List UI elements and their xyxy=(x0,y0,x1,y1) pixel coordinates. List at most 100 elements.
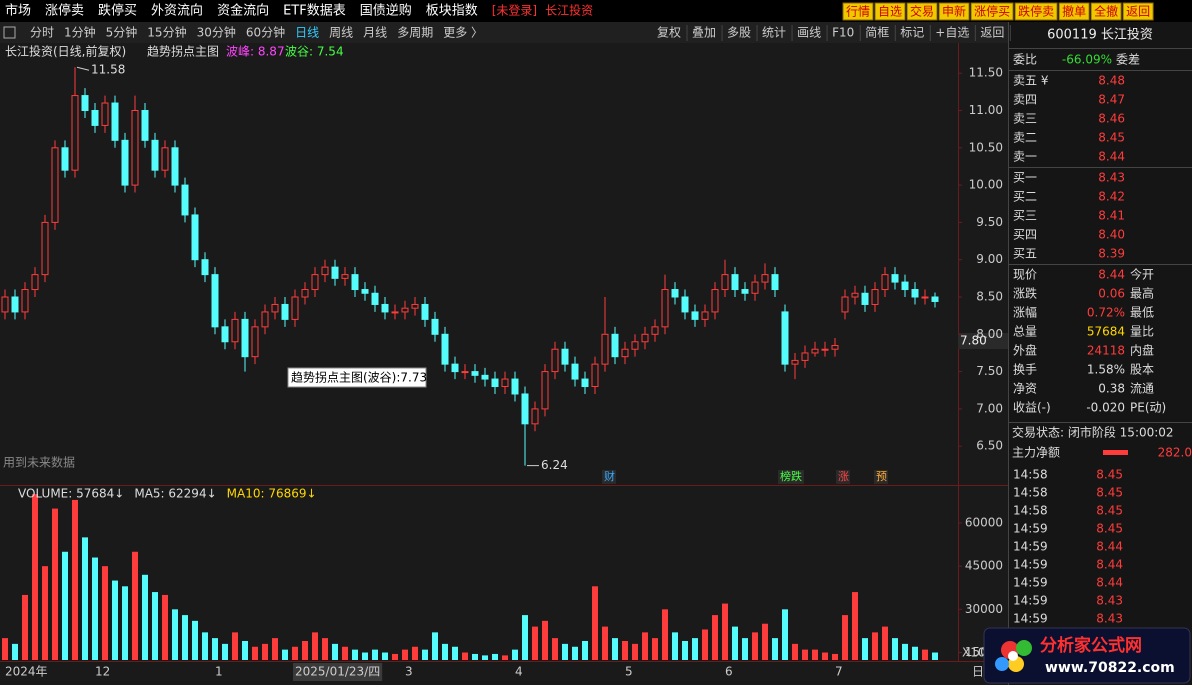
volume-bar xyxy=(782,609,788,660)
candle-body xyxy=(221,326,229,343)
volume-bar xyxy=(462,652,468,660)
period-button[interactable]: 1分钟 xyxy=(64,25,96,40)
menu-button[interactable] xyxy=(906,2,938,21)
menu-button-label[interactable]: 交易 xyxy=(910,4,934,19)
menu-button[interactable] xyxy=(1090,2,1122,21)
menu-item[interactable]: 资金流向 xyxy=(217,3,269,19)
tool-button[interactable]: 统计 xyxy=(762,26,786,40)
period-button[interactable]: 更多 〉 xyxy=(443,26,483,40)
menu-button-label[interactable]: 全撤 xyxy=(1094,4,1118,19)
candle-body xyxy=(681,296,689,313)
y-tick-label: 60000 xyxy=(965,515,1003,529)
trade-time: 14:58 xyxy=(1013,468,1048,482)
candle-body xyxy=(171,147,179,186)
menu-button[interactable] xyxy=(1122,2,1154,21)
menu-item[interactable]: ETF数据表 xyxy=(283,4,346,19)
trade-status: 交易状态: 闭市阶段 15:00:02 xyxy=(1012,425,1174,440)
period-button[interactable]: 周线 xyxy=(329,26,353,40)
menu-item[interactable]: 国债逆购 xyxy=(360,3,412,19)
tool-button[interactable]: 复权 xyxy=(657,26,681,40)
menu-button[interactable] xyxy=(938,2,970,21)
volume-bar xyxy=(752,632,758,660)
volume-bar xyxy=(62,551,68,660)
period-button[interactable]: 15分钟 xyxy=(147,25,186,40)
menu-button-label[interactable]: 撤单 xyxy=(1062,4,1086,19)
period-button[interactable]: 30分钟 xyxy=(197,25,236,40)
menu-item[interactable]: 外资流向 xyxy=(151,3,203,19)
toolbar xyxy=(0,22,1008,43)
note: 用到未来数据 xyxy=(3,455,75,470)
volume-bar xyxy=(892,638,898,660)
period-button[interactable]: 多周期 xyxy=(397,26,433,40)
bid-label: 买三 xyxy=(1013,209,1037,223)
label: 委比 xyxy=(1013,53,1037,67)
candle-body xyxy=(851,292,859,298)
period-button[interactable]: 60分钟 xyxy=(246,25,285,40)
tool-button[interactable]: F10 xyxy=(832,26,854,40)
tool-button[interactable]: 返回 xyxy=(980,26,1004,40)
net-bar xyxy=(1103,450,1128,455)
volume-bar xyxy=(262,643,268,660)
tool-button[interactable]: 画线 xyxy=(797,26,821,40)
period-tab[interactable]: 日 xyxy=(972,665,984,679)
tool-button[interactable]: 标记 xyxy=(900,26,924,40)
candle-body xyxy=(621,348,629,358)
volume-bar xyxy=(132,551,138,660)
volume-bar xyxy=(172,609,178,660)
menu-item[interactable]: 板块指数 xyxy=(426,4,478,19)
menu-button-label[interactable]: 涨停买 xyxy=(974,4,1010,19)
menu-button-label[interactable]: 返回 xyxy=(1126,5,1150,19)
menu-item[interactable]: 涨停卖 xyxy=(45,3,84,19)
menu-button-label[interactable]: 申新 xyxy=(942,4,966,19)
volume-bar xyxy=(832,653,838,660)
candle-body xyxy=(441,333,449,365)
volume-bar xyxy=(332,643,338,660)
ask-price: 8.45 xyxy=(1098,131,1125,145)
volume-bar xyxy=(92,557,98,660)
candle-body xyxy=(341,274,349,279)
peak-label: 波峰: 8.87 xyxy=(226,45,285,59)
tool-button[interactable]: +自选 xyxy=(935,26,969,40)
menu-button-label[interactable]: 行情 xyxy=(846,5,870,19)
trade-price: 8.43 xyxy=(1096,612,1123,626)
menu-button[interactable] xyxy=(970,2,1014,21)
candle-body xyxy=(891,274,899,283)
trade-price: 8.44 xyxy=(1096,576,1123,590)
candle-body xyxy=(321,266,329,276)
candle-body xyxy=(751,281,759,294)
stat-value: 0.06 xyxy=(1098,287,1125,301)
volume-bar xyxy=(732,626,738,660)
menu-button[interactable] xyxy=(1058,2,1090,21)
tool-button[interactable]: 叠加 xyxy=(692,26,716,40)
trade-time: 14:59 xyxy=(1013,522,1048,536)
candle-body xyxy=(81,95,89,111)
volume-bar xyxy=(312,632,318,660)
period-button[interactable]: 日线 xyxy=(295,26,319,40)
period-button[interactable]: 分时 xyxy=(30,26,54,40)
menu-button-label[interactable]: 跌停卖 xyxy=(1018,4,1054,19)
candle-body xyxy=(601,333,609,365)
menu-button[interactable] xyxy=(1014,2,1058,21)
tool-button[interactable]: 多股 xyxy=(727,26,751,40)
candle-body xyxy=(41,221,49,276)
menu-button-label[interactable]: 自选 xyxy=(878,5,902,19)
period-button[interactable]: 5分钟 xyxy=(106,25,138,40)
volume-bar xyxy=(872,632,878,660)
candle-body xyxy=(671,289,679,298)
volume-bar xyxy=(652,638,658,660)
trade-time: 14:58 xyxy=(1013,504,1048,518)
volume-bar xyxy=(522,615,528,660)
x-label-highlight xyxy=(293,663,383,681)
period-button[interactable]: 月线 xyxy=(363,26,387,40)
menu-button[interactable] xyxy=(842,2,874,21)
bid-label: 买五 xyxy=(1013,247,1037,261)
candle-body xyxy=(551,348,559,373)
tool-button[interactable]: 简框 xyxy=(865,26,889,40)
menu-item[interactable]: 跌停买 xyxy=(98,3,137,19)
menu-button[interactable] xyxy=(874,2,906,21)
volume-bar xyxy=(392,653,398,660)
candle-body xyxy=(631,341,639,350)
volume-bar xyxy=(452,646,458,660)
menu-item[interactable]: 市场 xyxy=(5,3,31,19)
trade-price: 8.45 xyxy=(1096,522,1123,536)
